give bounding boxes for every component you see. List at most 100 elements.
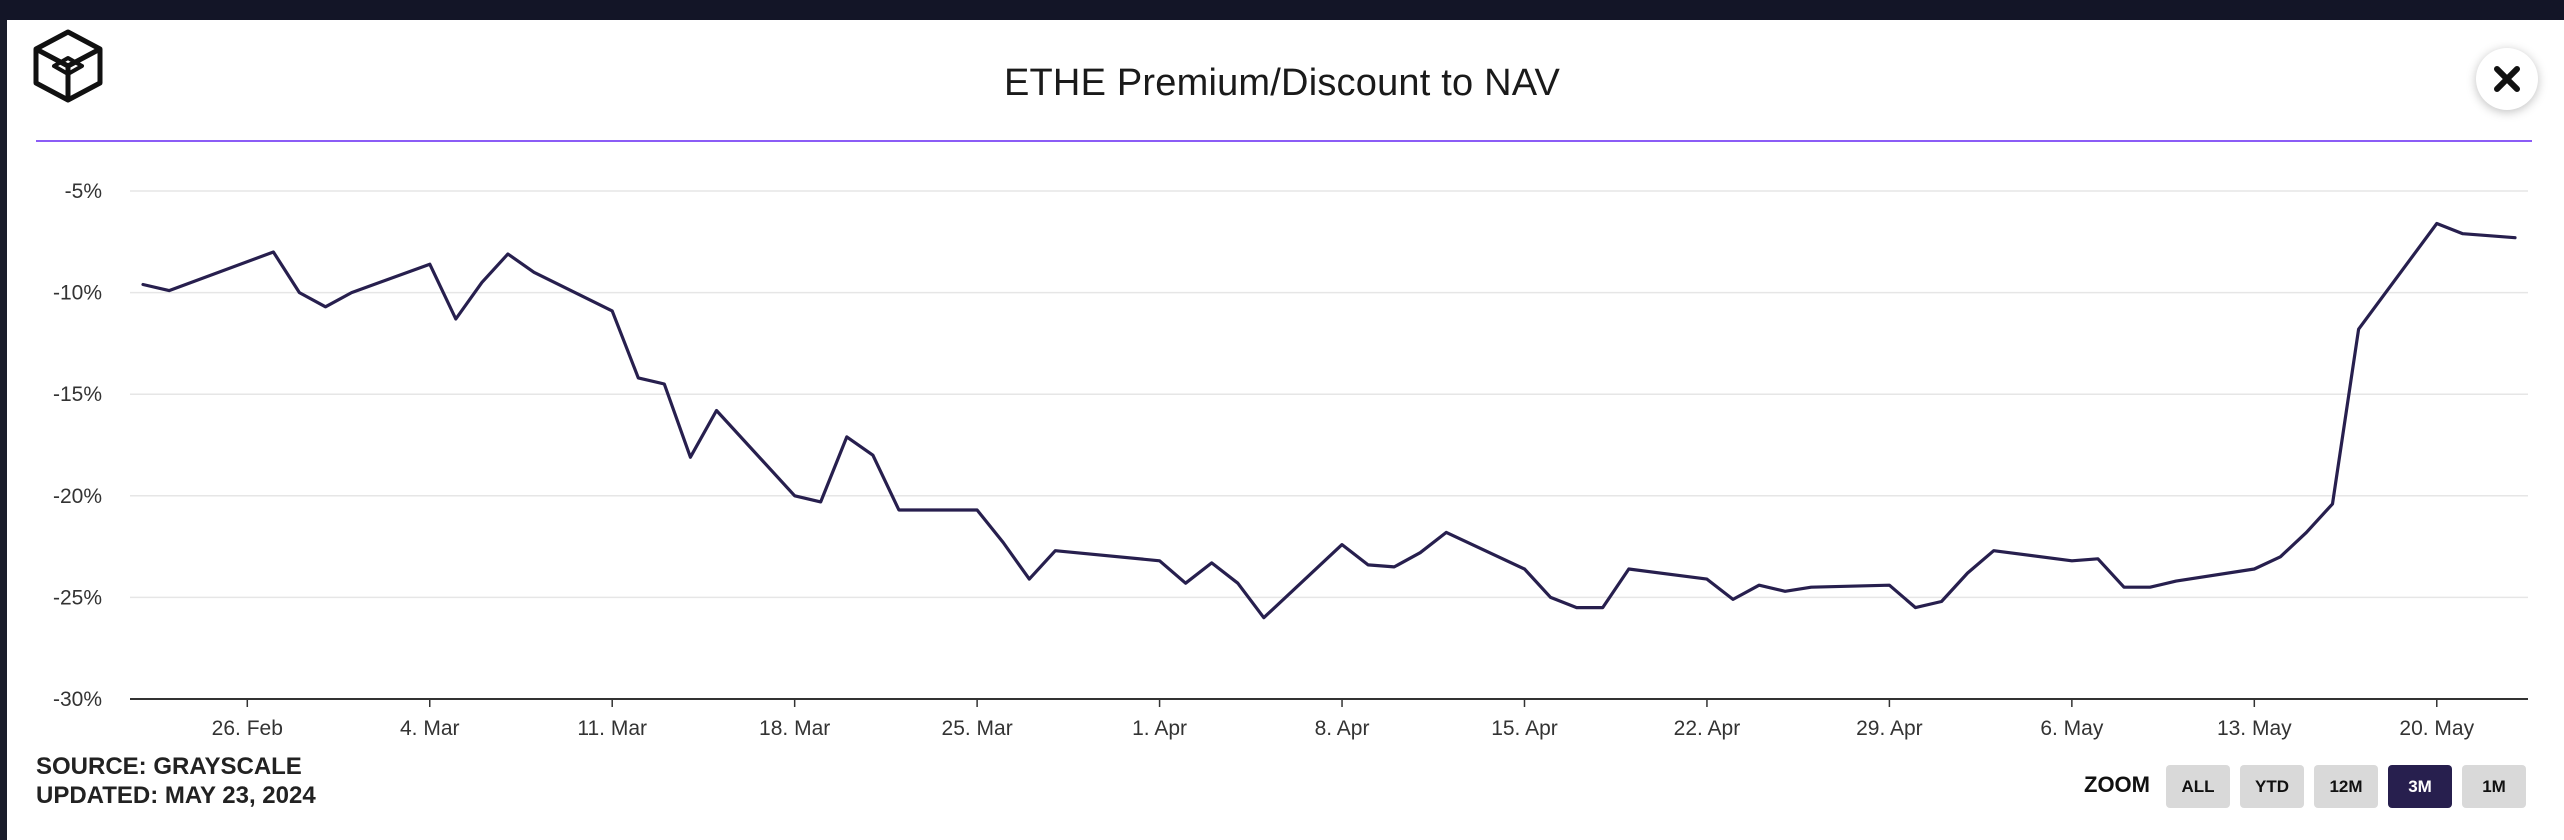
data-point — [1754, 580, 1764, 590]
data-point — [1598, 603, 1608, 613]
data-point — [1546, 592, 1556, 602]
data-point — [164, 286, 174, 296]
close-button[interactable] — [2476, 48, 2538, 110]
zoom-all-button[interactable]: ALL — [2166, 765, 2230, 808]
updated-label: UPDATED: MAY 23, 2024 — [36, 782, 316, 809]
data-point — [1337, 540, 1347, 550]
data-point — [2067, 556, 2077, 566]
y-tick-label: -15% — [53, 383, 102, 406]
data-point — [1363, 560, 1373, 570]
data-point — [1259, 613, 1269, 623]
x-tick-label: 18. Mar — [759, 717, 830, 740]
data-point — [268, 247, 278, 257]
x-axis-ticks: 26. Feb 4. Mar 11. Mar 18. Mar 25. Mar 1. Apr… — [212, 717, 2475, 740]
data-point — [2432, 219, 2442, 229]
x-tick-label: 13. May — [2217, 717, 2292, 740]
source-label: SOURCE: GRAYSCALE — [36, 753, 302, 780]
data-point — [1884, 580, 1894, 590]
x-axis — [130, 698, 2528, 707]
data-point — [2249, 564, 2259, 574]
data-point — [1806, 582, 1816, 592]
data-point — [1415, 548, 1425, 558]
grid-lines — [130, 190, 2528, 599]
x-tick-label: 29. Apr — [1856, 717, 1923, 740]
x-tick-label: 25. Mar — [942, 717, 1013, 740]
series-line — [141, 221, 2517, 620]
zoom-12m-button[interactable]: 12M — [2314, 765, 2378, 808]
close-icon — [2494, 66, 2520, 92]
data-point — [138, 279, 148, 289]
zoom-label: ZOOM — [2084, 772, 2150, 797]
window-left-strip — [0, 20, 7, 840]
data-point — [1181, 578, 1191, 588]
data-point — [1519, 564, 1529, 574]
data-point — [1624, 564, 1634, 574]
data-point — [2301, 527, 2311, 537]
window-top-strip — [0, 0, 2564, 20]
data-point — [1728, 594, 1738, 604]
data-point — [1050, 546, 1060, 556]
data-point — [868, 450, 878, 460]
x-tick-label: 6. May — [2040, 717, 2104, 740]
data-point — [1780, 586, 1790, 596]
y-tick-label: -10% — [53, 282, 102, 305]
data-point — [2171, 576, 2181, 586]
data-point — [347, 288, 357, 298]
data-point — [972, 505, 982, 515]
x-tick-label: 1. Apr — [1132, 717, 1187, 740]
x-tick-label: 22. Apr — [1674, 717, 1741, 740]
data-point — [2275, 552, 2285, 562]
series-layer — [138, 219, 2520, 623]
zoom-1m-button[interactable]: 1M — [2462, 765, 2526, 808]
data-point — [1937, 596, 1947, 606]
data-point — [1702, 574, 1712, 584]
data-point — [659, 379, 669, 389]
data-point — [425, 259, 435, 269]
data-point — [816, 497, 826, 507]
x-tick-label: 26. Feb — [212, 717, 283, 740]
zoom-3m-button[interactable]: 3M — [2388, 765, 2452, 808]
data-point — [503, 249, 513, 259]
title-divider — [36, 140, 2532, 142]
data-point — [1207, 558, 1217, 568]
x-tick-label: 15. Apr — [1491, 717, 1558, 740]
data-point — [1963, 568, 1973, 578]
data-point — [2328, 499, 2338, 509]
data-point — [607, 306, 617, 316]
data-point — [2458, 229, 2468, 239]
data-point — [1910, 603, 1920, 613]
data-point — [633, 373, 643, 383]
data-point — [2145, 582, 2155, 592]
y-tick-label: -30% — [53, 688, 102, 711]
data-point — [842, 432, 852, 442]
zoom-ytd-button[interactable]: YTD — [2240, 765, 2304, 808]
x-tick-label: 4. Mar — [400, 717, 460, 740]
data-point — [2119, 582, 2129, 592]
data-point — [2510, 233, 2520, 243]
data-point — [477, 277, 487, 287]
x-tick-label: 11. Mar — [577, 717, 647, 740]
data-point — [1572, 603, 1582, 613]
data-point — [1989, 546, 1999, 556]
data-point — [1233, 578, 1243, 588]
y-tick-label: -20% — [53, 485, 102, 508]
data-point — [1441, 527, 1451, 537]
source-note: SOURCE: GRAYSCALE UPDATED: MAY 23, 2024 — [36, 752, 316, 810]
data-point — [2484, 231, 2494, 241]
data-point — [529, 267, 539, 277]
data-point — [711, 405, 721, 415]
data-point — [1024, 574, 1034, 584]
y-axis-ticks: -5% -10% -15% -20% -25% -30% — [53, 180, 102, 711]
data-point — [451, 314, 461, 324]
chart-modal — [7, 20, 2564, 840]
grayscale-cube-icon — [30, 28, 106, 104]
data-point — [790, 491, 800, 501]
data-point — [2354, 324, 2364, 334]
data-point — [1389, 562, 1399, 572]
data-point — [2093, 554, 2103, 564]
data-point — [1155, 556, 1165, 566]
x-tick-label: 8. Apr — [1315, 717, 1370, 740]
x-tick-label: 20. May — [2399, 717, 2474, 740]
data-point — [294, 288, 304, 298]
